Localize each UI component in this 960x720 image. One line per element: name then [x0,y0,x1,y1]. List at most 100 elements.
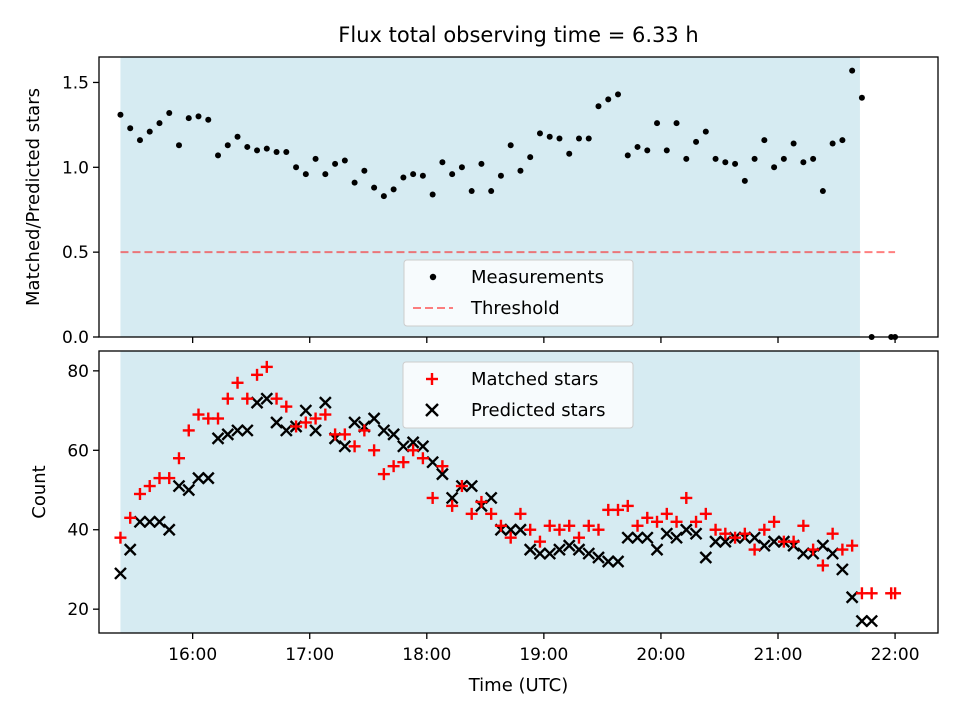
predicted-stars-point [172,479,186,493]
legend-threshold-label: Threshold [470,298,560,319]
matched-stars-point [143,480,156,493]
x-tick-label: 17:00 [285,645,334,665]
measurement-point [293,164,300,171]
legend-predicted-marker [425,403,439,417]
matched-stars-point [163,472,176,485]
measurement-point [254,147,261,154]
predicted-stars-point [601,555,615,568]
predicted-stars-point [436,467,449,481]
measurement-point [810,155,817,162]
measurement-point [263,145,270,152]
measurement-point [458,164,465,171]
measurement-point [205,116,212,123]
matched-stars-point [290,420,303,433]
top-x-ticks [192,337,896,343]
predicted-stars-point [260,392,274,406]
legend-measurements-label: Measurements [471,267,604,288]
matched-stars-point [260,360,273,373]
predicted-stars-point [270,416,283,429]
measurement-point [829,140,836,147]
matched-stars-point [797,519,810,532]
legend-predicted-label: Predicted stars [471,400,605,421]
predicted-stars-point [582,547,596,560]
matched-stars-point [563,519,576,532]
predicted-stars-point [445,491,459,505]
predicted-stars-point [162,523,176,537]
measurement-point [585,135,592,142]
measurement-point [488,188,495,195]
matched-stars-point [592,523,605,536]
matched-stars-point [251,368,264,381]
matched-stars-point [787,535,800,548]
matched-stars-point [748,543,761,556]
measurement-point [175,142,182,149]
matched-stars-point [348,440,361,453]
measurement-point [624,152,631,159]
measurement-point [527,154,534,161]
predicted-stars-point [826,547,839,560]
predicted-stars-point [767,535,781,548]
matched-stars-point [241,392,254,405]
predicted-stars-point [406,436,420,449]
matched-stars-point [124,511,137,524]
measurement-point [146,128,153,135]
matched-stars-point [494,519,507,532]
measurement-point [800,159,807,166]
matched-stars-point [368,444,381,457]
matched-stars-point [621,499,634,512]
predicted-stars-point [465,479,479,493]
measurement-point [400,174,407,181]
predicted-stars-point [797,547,810,560]
measurement-point [673,120,680,127]
matched-stars-point [865,587,878,600]
matched-stars-point [280,400,293,413]
predicted-stars-point [845,590,859,604]
measurement-point [127,125,134,132]
matched-stars-point [475,495,488,508]
matched-stars-point [192,408,205,421]
top-y-axis-label: Matched/Predicted stars [23,88,44,306]
matched-stars-point [221,392,234,405]
matched-stars-point [738,527,751,540]
matched-stars-point [572,531,585,544]
measurement-point [410,171,417,178]
predicted-stars-point [397,439,410,453]
predicted-stars-point [426,455,439,469]
predicted-stars-point [377,424,391,437]
predicted-stars-point [670,531,683,545]
measurement-point [751,155,758,162]
matched-stars-point [309,412,322,425]
predicted-stars-point [836,563,849,576]
measurements-series [117,67,899,340]
y-tick-label: 0.0 [62,328,89,348]
bottom-y-axis-label: Count [29,465,50,518]
legend-matched-label: Matched stars [471,369,598,390]
measurement-point [771,164,778,171]
bottom-axes-frame [98,350,939,634]
measurement-point [605,96,612,103]
matched-stars-point [182,424,195,437]
measurement-point [195,113,202,120]
matched-stars-point [816,559,829,572]
measurement-point [741,177,748,184]
predicted-stars-point [631,531,644,545]
predicted-stars-point [143,515,157,529]
measurement-point [380,193,387,200]
predicted-stars-point [182,483,196,497]
matched-stars-point [485,507,498,520]
predicted-stars-point [318,396,332,409]
top-y-ticks: 0.0 0.5 1.0 1.5 [62,73,99,348]
predicted-stars-point [387,428,400,441]
measurement-point [361,167,368,174]
matched-stars-point [524,523,537,536]
predicted-stars-point [855,614,869,628]
measurement-point [166,110,173,116]
measurement-point [663,147,670,154]
predicted-stars-point [514,523,527,537]
predicted-stars-point [592,551,605,564]
bottom-x-ticks: 16:00 17:00 18:00 19:00 20:00 21:00 22:00 [168,633,920,665]
predicted-stars-point [660,527,674,541]
measurement-point [790,140,797,147]
predicted-stars-point [231,424,244,437]
matched-stars-point [709,523,722,536]
